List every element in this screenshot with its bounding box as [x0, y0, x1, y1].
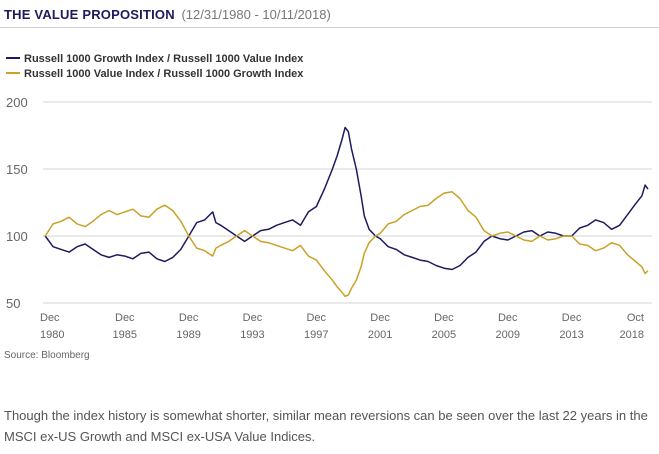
chart-title: THE VALUE PROPOSITION: [4, 7, 175, 22]
x-tick-month: Dec: [306, 312, 326, 324]
x-tick-year: 2005: [432, 329, 456, 341]
x-tick-month: Dec: [498, 312, 518, 324]
x-tick-year: 2018: [620, 329, 644, 341]
x-tick-month: Dec: [115, 312, 135, 324]
x-tick-year: 2013: [559, 329, 583, 341]
x-tick-month: Dec: [40, 312, 60, 324]
y-tick-label: 100: [6, 229, 28, 244]
y-tick-label: 200: [6, 95, 28, 110]
chart-header: THE VALUE PROPOSITION (12/31/1980 - 10/1…: [4, 7, 331, 22]
x-tick-month: Dec: [562, 312, 582, 324]
x-tick-year: 2009: [495, 329, 519, 341]
x-tick-month: Oct: [627, 312, 644, 324]
chart-date-range: (12/31/1980 - 10/11/2018): [181, 7, 331, 22]
y-tick-label: 150: [6, 162, 28, 177]
x-tick-year: 1997: [304, 329, 328, 341]
x-tick-month: Dec: [179, 312, 199, 324]
legend-label: Russell 1000 Value Index / Russell 1000 …: [24, 68, 304, 80]
x-tick-month: Dec: [434, 312, 454, 324]
x-tick-year: 1985: [113, 329, 137, 341]
value-growth-ratio-line: [44, 191, 649, 298]
x-tick-year: 2001: [368, 329, 392, 341]
legend-label: Russell 1000 Growth Index / Russell 1000…: [24, 53, 304, 65]
x-tick-month: Dec: [370, 312, 390, 324]
x-tick-year: 1989: [176, 329, 200, 341]
header-divider: [0, 27, 659, 28]
line-chart: Russell 1000 Growth Index / Russell 1000…: [6, 53, 652, 341]
source-note: Source: Bloomberg: [4, 350, 90, 361]
x-tick-year: 1993: [240, 329, 264, 341]
footnote-text: Though the index history is somewhat sho…: [4, 408, 648, 444]
growth-value-ratio-line: [44, 126, 649, 271]
x-tick-month: Dec: [243, 312, 263, 324]
y-tick-label: 50: [6, 296, 20, 311]
x-tick-year: 1980: [40, 329, 64, 341]
